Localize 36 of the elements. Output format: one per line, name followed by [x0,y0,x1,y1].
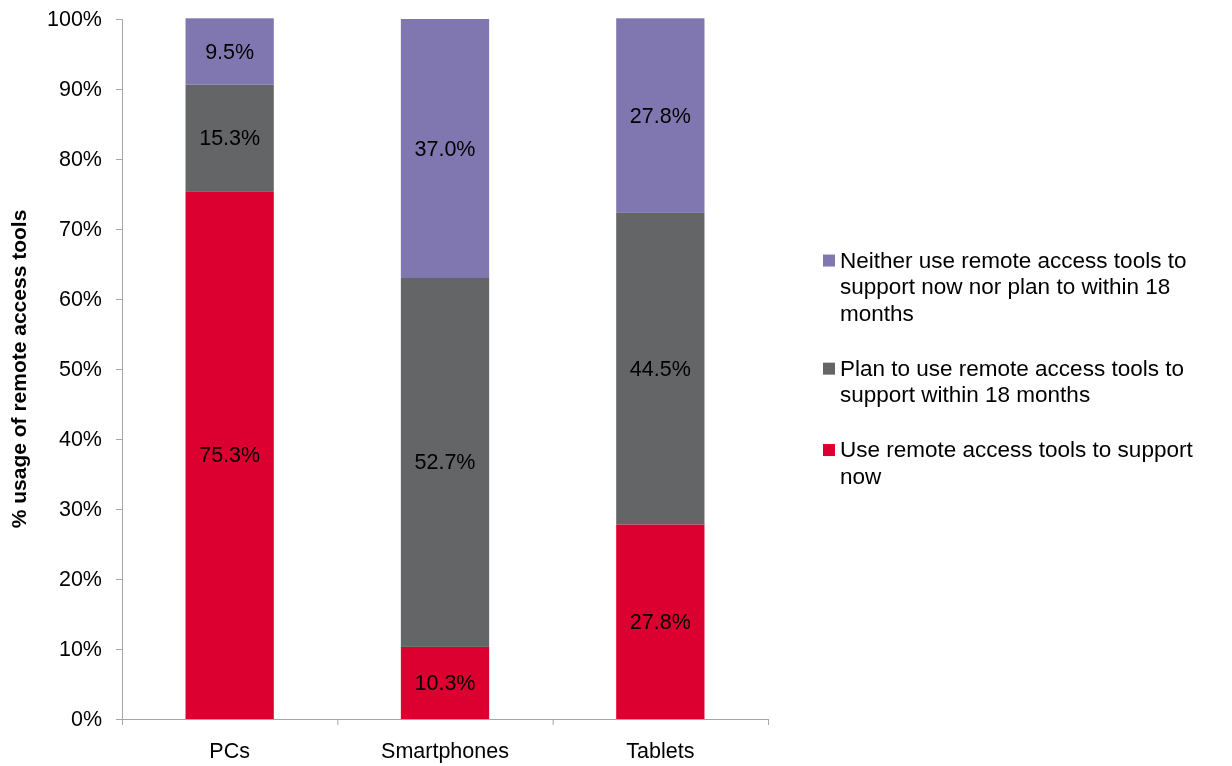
bar [185,84,274,192]
bar [400,278,490,647]
bar [616,18,705,213]
data-label: 10.3% [414,670,476,695]
bar [400,19,490,278]
x-tick-label: Smartphones [381,739,509,764]
legend-label: Use remote access tools to support now [840,437,1194,489]
legend-label: Plan to use remote access tools to support within 18 months [840,355,1184,408]
x-tick-label: PCs [209,739,250,764]
y-tick-label: 80% [58,147,102,172]
data-label: 27.8% [629,609,691,634]
y-tick-label: 10% [58,637,102,662]
x-tick-label: Tablets [626,739,695,764]
y-tick-label: 30% [58,497,102,522]
bar [400,646,490,719]
data-label: 37.0% [414,136,476,161]
y-tick-label: 70% [58,217,102,242]
bar [616,212,705,525]
data-label: 9.5% [205,39,255,64]
bar [185,18,274,85]
data-label: 52.7% [414,450,476,475]
y-tick-label: 40% [58,427,102,452]
legend-label: Neither use remote access tools to support now nor plan to within 18 months [840,247,1187,326]
y-tick-label: 60% [58,287,102,312]
data-label: 44.5% [629,356,691,381]
y-tick-label: 0% [70,707,102,732]
bar [616,524,705,719]
y-tick-label: 90% [58,77,102,102]
bar [185,191,274,719]
data-label: 75.3% [199,443,261,468]
data-label: 15.3% [199,126,261,151]
data-label: 27.8% [629,103,691,128]
y-tick-label: 100% [47,7,102,32]
y-tick-label: 20% [58,567,102,592]
y-axis-title: % usage of remote access tools [7,209,30,529]
y-tick-label: 50% [58,357,102,382]
